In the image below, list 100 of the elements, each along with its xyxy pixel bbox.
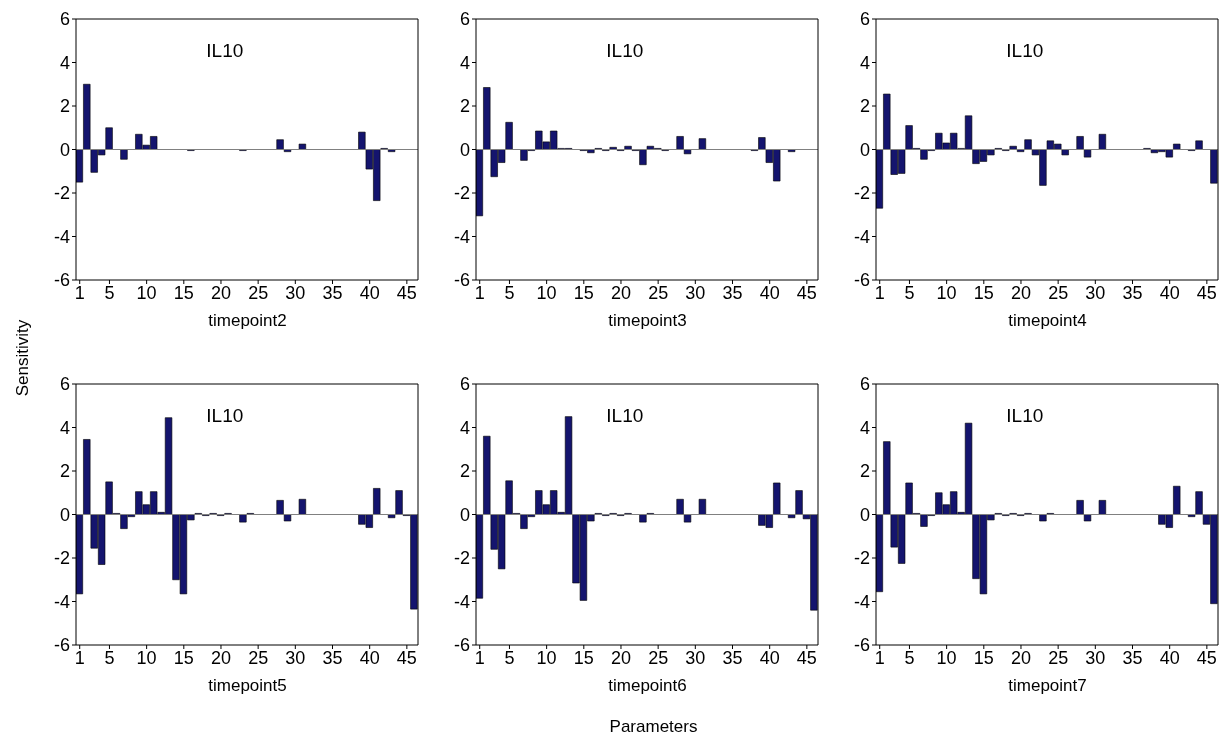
x-tick-label: 25 [648, 282, 669, 303]
y-tick-label: 4 [859, 52, 870, 73]
bar [1173, 485, 1181, 515]
x-tick-label: 15 [573, 647, 594, 668]
y-tick-label: 6 [859, 9, 870, 30]
y-tick-label: 0 [859, 504, 870, 525]
x-tick-label: 45 [1196, 282, 1217, 303]
x-tick-label: 10 [936, 282, 957, 303]
x-tick-label: 45 [396, 647, 417, 668]
x-tick-label: 45 [396, 282, 417, 303]
x-tick-label: 20 [210, 282, 231, 303]
x-tick-label: 5 [504, 647, 515, 668]
x-tick-label: 10 [536, 647, 557, 668]
y-tick-label: 4 [859, 417, 870, 438]
x-tick-label: 25 [1048, 282, 1069, 303]
x-tick-label: 20 [1010, 282, 1031, 303]
y-tick-label: 0 [459, 139, 470, 160]
bar [120, 149, 128, 160]
x-tick-label: 45 [796, 282, 817, 303]
x-axis-title: timepoint2 [207, 310, 288, 332]
x-tick-label: 45 [1196, 647, 1217, 668]
bar [698, 498, 707, 515]
x-tick-label: 40 [1159, 282, 1180, 303]
y-tick-label: 4 [59, 52, 70, 73]
y-tick-label: 0 [859, 139, 870, 160]
x-tick-label: 1 [874, 282, 885, 303]
text: IL10 [206, 40, 244, 62]
y-tick-label: 2 [459, 461, 470, 482]
x-tick-label: 40 [1159, 647, 1180, 668]
x-tick-label: 35 [1122, 282, 1143, 303]
bar [373, 488, 381, 515]
x-tick-label: 45 [796, 647, 817, 668]
y-axis-title: Sensitivity [13, 318, 33, 399]
y-tick-label: -4 [853, 591, 870, 612]
y-tick-label: 6 [459, 9, 470, 30]
x-tick-label: 15 [173, 282, 194, 303]
x-tick-label: 30 [685, 282, 706, 303]
bar [298, 498, 307, 515]
text: IL10 [1006, 405, 1044, 427]
y-tick-label: -4 [53, 591, 70, 612]
y-tick-label: -6 [853, 270, 870, 291]
x-tick-label: 35 [1122, 647, 1143, 668]
x-tick-label: 25 [1048, 647, 1069, 668]
x-tick-label: 25 [248, 282, 269, 303]
x-tick-label: 30 [285, 647, 306, 668]
bar [676, 498, 684, 515]
y-tick-label: -2 [853, 548, 870, 569]
x-tick-label: 10 [936, 647, 957, 668]
y-tick-label: -4 [53, 226, 70, 247]
y-tick-label: 0 [59, 139, 70, 160]
x-tick-label: 5 [904, 282, 915, 303]
bar [1098, 500, 1107, 515]
x-tick-label: 1 [474, 282, 485, 303]
x-tick-label: 30 [1085, 282, 1106, 303]
bar [773, 482, 781, 515]
y-tick-label: -6 [453, 635, 470, 656]
bar [276, 139, 284, 150]
x-tick-label: 10 [136, 647, 157, 668]
y-tick-label: -6 [853, 635, 870, 656]
y-tick-label: 2 [859, 461, 870, 482]
x-tick-label: 40 [759, 282, 780, 303]
x-tick-label: 1 [474, 647, 485, 668]
x-tick-label: 15 [973, 647, 994, 668]
text: IL10 [606, 40, 644, 62]
y-tick-label: -4 [453, 226, 470, 247]
x-axis-title: timepoint4 [1007, 310, 1088, 332]
x-tick-label: 1 [74, 282, 85, 303]
y-tick-label: 6 [859, 374, 870, 395]
x-tick-label: 25 [648, 647, 669, 668]
bar [698, 138, 707, 150]
x-axis-title: timepoint3 [607, 310, 688, 332]
x-tick-label: 35 [722, 282, 743, 303]
bar [676, 136, 684, 150]
x-tick-label: 5 [904, 647, 915, 668]
x-tick-label: 20 [1010, 647, 1031, 668]
y-tick-label: 4 [459, 417, 470, 438]
x-tick-label: 30 [685, 647, 706, 668]
text: IL10 [1006, 40, 1044, 62]
y-tick-label: -2 [53, 548, 70, 569]
y-tick-label: -4 [453, 591, 470, 612]
y-tick-label: -2 [453, 183, 470, 204]
y-tick-label: -6 [53, 270, 70, 291]
x-tick-label: 25 [248, 647, 269, 668]
y-tick-label: 0 [459, 504, 470, 525]
y-tick-label: 2 [59, 461, 70, 482]
bar [1098, 133, 1107, 150]
x-tick-label: 20 [610, 282, 631, 303]
text: IL10 [606, 405, 644, 427]
x-axis-title: timepoint5 [207, 675, 288, 697]
y-tick-label: 6 [59, 9, 70, 30]
y-tick-label: -6 [53, 635, 70, 656]
y-tick-label: 4 [59, 417, 70, 438]
x-tick-label: 5 [104, 282, 115, 303]
y-tick-label: 0 [59, 504, 70, 525]
x-tick-label: 30 [1085, 647, 1106, 668]
x-tick-label: 5 [104, 647, 115, 668]
bar [1076, 136, 1084, 150]
bar [276, 500, 284, 515]
x-tick-label: 15 [173, 647, 194, 668]
x-tick-label: 35 [322, 647, 343, 668]
